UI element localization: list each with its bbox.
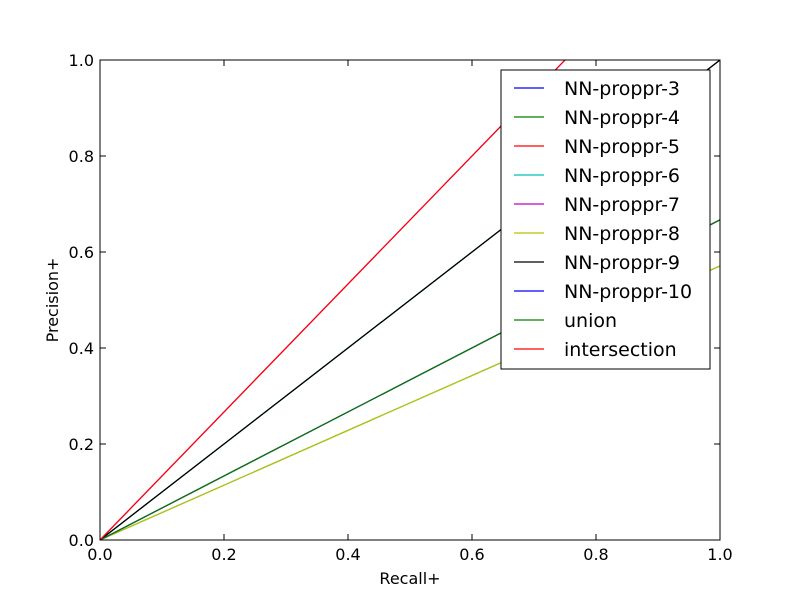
legend-label: NN-proppr-3 [564, 78, 680, 100]
x-axis-label: Recall+ [379, 569, 440, 588]
y-tick-label: 0.0 [69, 531, 94, 550]
y-axis-label: Precision+ [43, 258, 62, 343]
plot-frame [99, 59, 721, 541]
ticks-layer: 0.0 0.2 0.4 0.6 0.8 1.0 0.0 0.2 0.4 0.6 0.8 1.0 [69, 51, 733, 564]
legend-label: NN-proppr-10 [564, 281, 692, 303]
legend-label: NN-proppr-8 [564, 223, 680, 245]
x-tick-label: 0.0 [87, 545, 112, 564]
legend-label: NN-proppr-5 [564, 136, 680, 158]
y-tick-label: 0.4 [69, 339, 94, 358]
legend-label: NN-proppr-7 [564, 194, 680, 216]
legend-label: NN-proppr-6 [564, 165, 680, 187]
series-layer [100, 60, 720, 540]
y-tick-label: 0.6 [69, 243, 94, 262]
series-line-10 [100, 60, 566, 540]
y-tick-label: 0.2 [69, 435, 94, 454]
legend-box [500, 69, 711, 370]
x-tick-label: 0.8 [583, 545, 608, 564]
legend-label: union [564, 310, 617, 332]
x-tick-label: 0.6 [459, 545, 484, 564]
y-tick-label: 0.8 [69, 147, 94, 166]
x-tick-label: 1.0 [707, 545, 732, 564]
legend-label: NN-proppr-4 [564, 107, 680, 129]
legend-label: intersection [564, 339, 677, 361]
legend-label: NN-proppr-9 [564, 252, 680, 274]
legend: NN-proppr-3 NN-proppr-4 NN-proppr-5 NN-prop… [500, 69, 711, 370]
y-tick-label: 1.0 [69, 51, 94, 70]
x-tick-label: 0.4 [335, 545, 360, 564]
x-tick-label: 0.2 [211, 545, 236, 564]
